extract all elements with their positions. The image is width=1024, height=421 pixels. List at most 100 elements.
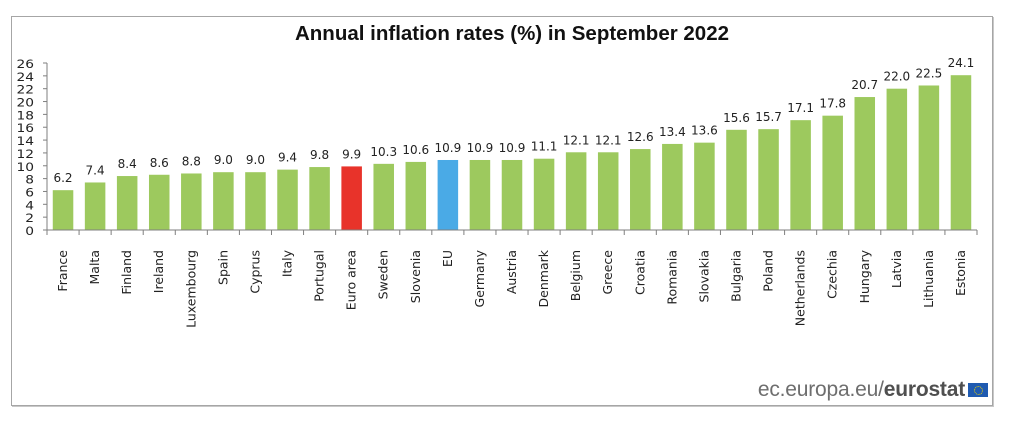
- data-label: 15.6: [723, 111, 750, 125]
- y-tick-label: 16: [16, 122, 34, 136]
- category-label: Slovenia: [408, 250, 423, 303]
- category-label: Denmark: [536, 249, 551, 307]
- category-label: Estonia: [953, 250, 968, 296]
- category-label: Sweden: [376, 250, 391, 299]
- data-label: 12.1: [595, 133, 622, 147]
- bar: [630, 149, 651, 230]
- data-label: 22.0: [883, 70, 910, 84]
- category-label: Greece: [600, 250, 615, 295]
- y-tick-label: 24: [16, 71, 34, 85]
- data-label: 17.8: [819, 97, 846, 111]
- y-tick-label: 12: [16, 148, 34, 162]
- bar: [52, 190, 74, 230]
- y-tick-label: 26: [16, 58, 34, 72]
- bar: [181, 173, 202, 230]
- y-tick-label: 4: [25, 199, 34, 213]
- data-label: 7.4: [86, 163, 105, 177]
- data-label: 22.5: [916, 66, 943, 80]
- data-label: 11.1: [531, 140, 558, 154]
- data-label: 10.3: [370, 145, 397, 159]
- category-label: Poland: [761, 250, 776, 292]
- category-label: Lithuania: [921, 250, 936, 308]
- category-label: Portugal: [312, 250, 327, 302]
- category-label: EU: [440, 250, 455, 267]
- bar: [694, 142, 715, 230]
- data-label: 6.2: [53, 171, 72, 185]
- bar: [405, 161, 427, 230]
- category-label: Bulgaria: [728, 250, 743, 302]
- bar: [758, 129, 779, 230]
- data-label: 9.0: [214, 153, 233, 167]
- source-footer: ec.europa.eu/eurostat: [758, 378, 988, 402]
- category-label: Slovakia: [696, 250, 711, 302]
- bar: [918, 85, 940, 230]
- category-label: Czechia: [825, 250, 840, 299]
- category-label: Latvia: [889, 250, 904, 288]
- bar: [309, 167, 330, 230]
- category-label: Hungary: [857, 249, 872, 303]
- bar: [597, 152, 619, 230]
- category-label: Finland: [119, 250, 134, 295]
- y-tick-label: 8: [25, 174, 34, 188]
- data-label: 9.0: [246, 153, 265, 167]
- y-tick-label: 6: [25, 186, 34, 200]
- bar: [373, 163, 394, 230]
- bar: [886, 88, 908, 230]
- category-label: Germany: [472, 249, 487, 307]
- data-label: 9.4: [278, 151, 297, 165]
- category-label: Cyprus: [247, 250, 262, 294]
- bar: [437, 159, 459, 230]
- bar: [726, 129, 747, 230]
- data-label: 10.6: [402, 143, 429, 157]
- bar: [341, 166, 362, 230]
- y-tick-label: 22: [16, 84, 34, 98]
- data-label: 8.8: [182, 154, 201, 168]
- bar: [662, 143, 683, 230]
- category-label: Austria: [504, 250, 519, 294]
- category-label: Italy: [280, 249, 295, 277]
- data-label: 10.9: [435, 141, 462, 155]
- data-label: 9.8: [310, 148, 329, 162]
- category-label: France: [55, 250, 70, 292]
- data-label: 12.1: [563, 133, 590, 147]
- bar: [950, 75, 972, 230]
- category-label: Netherlands: [793, 250, 808, 326]
- y-tick-label: 0: [25, 225, 34, 239]
- data-label: 10.9: [499, 141, 526, 155]
- bar: [213, 172, 234, 230]
- data-label: 8.6: [150, 156, 169, 170]
- category-label: Belgium: [568, 250, 583, 301]
- eu-flag-icon: [968, 383, 988, 397]
- y-tick-label: 14: [16, 135, 34, 149]
- y-tick-label: 18: [16, 109, 34, 123]
- data-label: 20.7: [851, 78, 878, 92]
- data-label: 24.1: [948, 56, 975, 70]
- bar: [565, 152, 587, 230]
- category-label: Spain: [215, 250, 230, 285]
- bar: [854, 97, 876, 231]
- bar: [148, 174, 170, 230]
- category-label: Croatia: [632, 250, 647, 295]
- data-label: 8.4: [118, 157, 137, 171]
- bar: [84, 182, 106, 230]
- data-label: 12.6: [627, 130, 654, 144]
- chart-title: Annual inflation rates (%) in September …: [294, 22, 729, 45]
- data-label: 9.9: [342, 147, 361, 161]
- data-label: 17.1: [787, 101, 814, 115]
- data-label: 10.9: [467, 141, 494, 155]
- x-axis: France Malta Finland Ireland Luxembourg Spain…: [46, 229, 978, 328]
- source-brand: eurostat: [883, 378, 965, 401]
- bar: [277, 169, 298, 230]
- category-label: Luxembourg: [183, 250, 198, 328]
- bar: [116, 176, 138, 230]
- category-label: Ireland: [151, 250, 166, 293]
- bar: [469, 159, 491, 230]
- y-tick-label: 2: [25, 212, 34, 226]
- category-label: Malta: [87, 250, 102, 284]
- category-label: Romania: [664, 250, 679, 305]
- data-label: 15.7: [755, 110, 782, 124]
- category-label: Euro area: [344, 250, 359, 310]
- bar: [501, 159, 523, 230]
